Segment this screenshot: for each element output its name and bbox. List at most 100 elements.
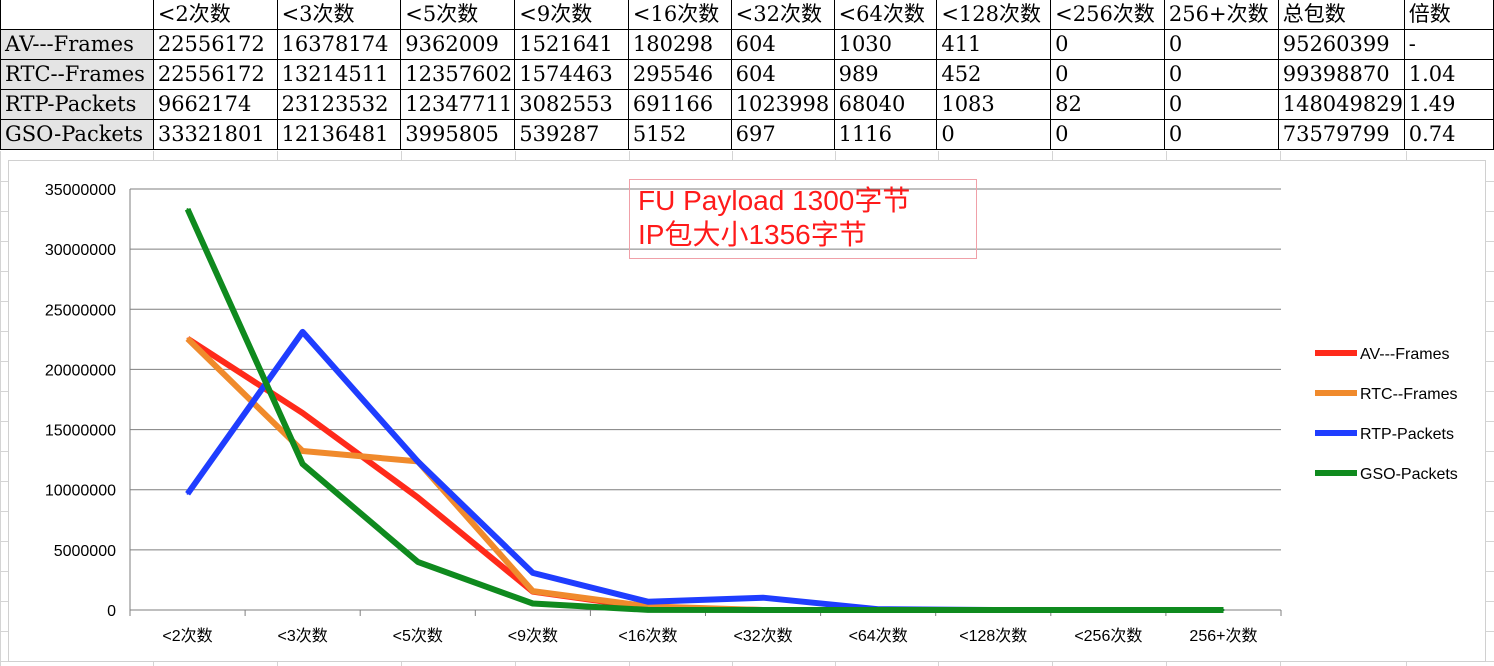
data-point (186, 337, 189, 340)
column-header[interactable]: <9次数 (514, 0, 629, 30)
y-tick-label: 35000000 (45, 182, 116, 199)
x-tick-label: <16次数 (618, 627, 677, 645)
table-row: RTP-Packets 9662174 23123532 12347711 308255… (0, 89, 1494, 120)
y-tick-label: 5000000 (54, 543, 116, 560)
data-point (186, 208, 189, 211)
chart-plot: 0 5000000 10000000 15000000 20000000 25000000… (45, 182, 1458, 645)
table-cell[interactable]: 539287 (514, 119, 629, 150)
row-label-cell[interactable]: RTP-Packets (0, 89, 154, 120)
row-label-cell[interactable]: GSO-Packets (0, 119, 154, 150)
data-point (1107, 609, 1110, 611)
table-cell[interactable]: 1521641 (514, 29, 629, 60)
table-cell[interactable]: 452 (936, 59, 1052, 90)
data-point (877, 608, 880, 611)
table-cell[interactable]: 0 (936, 119, 1052, 150)
table-cell[interactable]: 604 (730, 29, 835, 60)
y-tick-label: 30000000 (45, 242, 116, 259)
column-header[interactable]: <32次数 (730, 0, 835, 30)
column-header[interactable]: <128次数 (936, 0, 1052, 30)
table-cell[interactable]: 0 (1050, 119, 1165, 150)
table-cell[interactable]: 82 (1050, 89, 1165, 120)
table-cell[interactable]: 95260399 (1277, 29, 1405, 60)
row-label-cell[interactable]: RTC--Frames (0, 59, 154, 90)
table-cell[interactable]: 1.49 (1403, 89, 1494, 120)
table-cell[interactable]: 13214511 (276, 59, 402, 90)
corner-cell[interactable] (0, 0, 154, 30)
table-cell[interactable]: 1023998 (730, 89, 835, 120)
table-cell[interactable]: 3082553 (514, 89, 629, 120)
table-cell[interactable]: 148049829 (1277, 89, 1405, 120)
table-cell[interactable]: 1574463 (514, 59, 629, 90)
x-tick-label: <3次数 (278, 627, 328, 645)
x-tick-label: <64次数 (849, 627, 908, 645)
series-line-gso-packets (184, 207, 1224, 613)
x-tick-label: <128次数 (959, 627, 1027, 645)
data-point (531, 602, 534, 605)
table-cell[interactable]: 5152 (627, 119, 732, 150)
table-cell[interactable]: 604 (730, 59, 835, 90)
table-cell[interactable]: 1116 (833, 119, 938, 150)
table-cell[interactable]: 295546 (627, 59, 732, 90)
table-cell[interactable]: 691166 (627, 89, 732, 120)
table-cell[interactable]: 1030 (833, 29, 938, 60)
y-tick-label: 0 (107, 603, 116, 620)
data-point (1222, 609, 1225, 611)
table-cell[interactable]: 33321801 (152, 119, 278, 150)
table-cell[interactable]: 697 (730, 119, 835, 150)
column-header[interactable]: <256次数 (1050, 0, 1165, 30)
data-point (531, 571, 534, 574)
table-cell[interactable]: 180298 (627, 29, 732, 60)
line-chart[interactable]: 0 5000000 10000000 15000000 20000000 25000000… (8, 160, 1486, 662)
data-table: <2次数 <3次数 <5次数 <9次数 <16次数 <32次数 <64次数 <128次数 <25… (0, 0, 1494, 150)
table-cell[interactable]: 22556172 (152, 59, 278, 90)
table-cell[interactable]: 16378174 (276, 29, 402, 60)
legend-label: RTC--Frames (1360, 386, 1457, 403)
legend-label: AV---Frames (1360, 346, 1449, 363)
table-cell[interactable]: 12136481 (276, 119, 402, 150)
x-tick-label: <9次数 (508, 627, 558, 645)
y-tick-label: 20000000 (45, 362, 116, 379)
table-cell[interactable]: 989 (833, 59, 938, 90)
row-label-cell[interactable]: AV---Frames (0, 29, 154, 60)
column-header[interactable]: <5次数 (400, 0, 516, 30)
column-header[interactable]: 256+次数 (1163, 0, 1279, 30)
x-tick-label: <256次数 (1074, 627, 1142, 645)
column-header[interactable]: <16次数 (627, 0, 732, 30)
data-point (416, 460, 419, 463)
table-cell[interactable]: 0 (1163, 29, 1279, 60)
table-cell[interactable]: 99398870 (1277, 59, 1405, 90)
table-cell[interactable]: 1.04 (1403, 59, 1494, 90)
column-header[interactable]: 倍数 (1403, 0, 1494, 30)
table-cell[interactable]: 0 (1050, 59, 1165, 90)
table-cell[interactable]: 0.74 (1403, 119, 1494, 150)
data-point (762, 596, 765, 599)
column-header[interactable]: <2次数 (152, 0, 278, 30)
table-cell[interactable]: 0 (1163, 119, 1279, 150)
column-header[interactable]: <3次数 (276, 0, 402, 30)
table-cell[interactable]: 3995805 (400, 119, 516, 150)
column-header[interactable]: 总包数 (1277, 0, 1405, 30)
table-cell[interactable]: 23123532 (276, 89, 402, 120)
table-cell[interactable]: 9362009 (400, 29, 516, 60)
table-cell[interactable]: 0 (1163, 89, 1279, 120)
table-cell[interactable]: 73579799 (1277, 119, 1405, 150)
x-tick-label: 256+次数 (1189, 627, 1257, 645)
y-tick-label: 25000000 (45, 302, 116, 319)
data-point (646, 600, 649, 603)
table-cell[interactable]: - (1403, 29, 1494, 60)
table-cell[interactable]: 1083 (936, 89, 1052, 120)
series-line-rtp-packets (185, 328, 1224, 613)
table-cell[interactable]: 68040 (833, 89, 938, 120)
chart-annotation[interactable]: FU Payload 1300字节 IP包大小1356字节 (629, 179, 977, 259)
table-cell[interactable]: 0 (1050, 29, 1165, 60)
table-cell[interactable]: 0 (1163, 59, 1279, 90)
table-cell[interactable]: 12357602 (400, 59, 516, 90)
table-cell[interactable]: 411 (936, 29, 1052, 60)
legend-label: RTP-Packets (1360, 426, 1454, 443)
table-cell[interactable]: 9662174 (152, 89, 278, 120)
table-cell[interactable]: 12347711 (400, 89, 516, 120)
column-header[interactable]: <64次数 (833, 0, 938, 30)
table-cell[interactable]: 22556172 (152, 29, 278, 60)
y-tick-label: 10000000 (45, 483, 116, 500)
